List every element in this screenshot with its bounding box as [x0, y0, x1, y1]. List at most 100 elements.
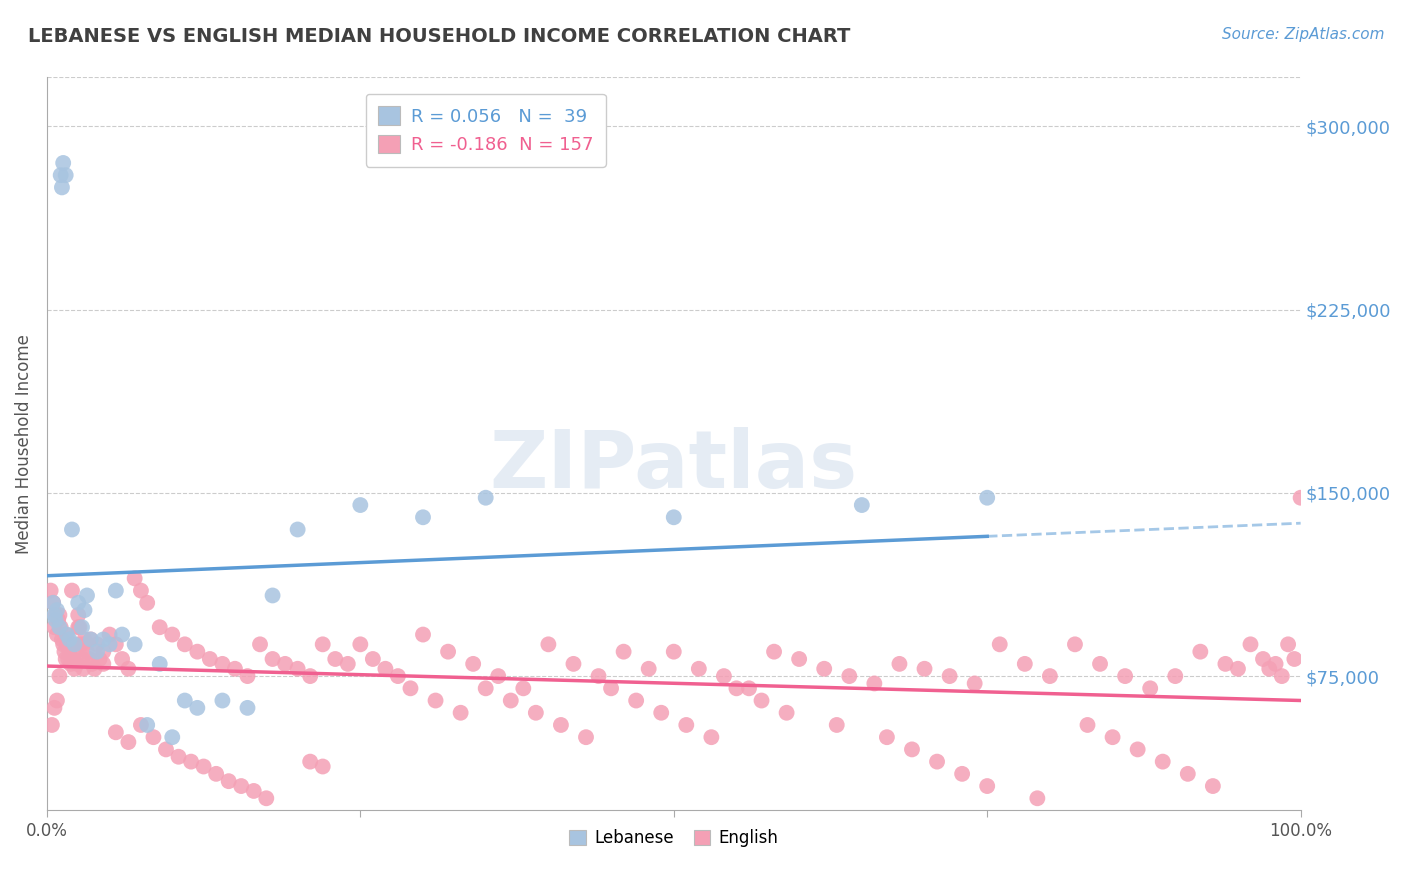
Point: [45, 627, 67, 641]
Point: [637, 662, 659, 676]
Point: [73, 603, 96, 617]
Point: [1202, 779, 1225, 793]
Point: [73, 632, 96, 647]
Point: [79, 652, 101, 666]
Point: [198, 652, 221, 666]
Point: [52, 637, 75, 651]
Point: [1164, 669, 1187, 683]
Text: ZIPatlas: ZIPatlas: [489, 427, 858, 505]
Point: [67, 607, 90, 622]
Legend: Lebanese, English: Lebanese, English: [562, 822, 785, 854]
Point: [262, 589, 284, 603]
Point: [51, 632, 73, 647]
Point: [58, 645, 80, 659]
Point: [58, 652, 80, 666]
Point: [1289, 491, 1312, 505]
Point: [67, 620, 90, 634]
Point: [588, 669, 610, 683]
Point: [312, 637, 335, 651]
Point: [1226, 662, 1249, 676]
Point: [486, 669, 509, 683]
Point: [1039, 669, 1062, 683]
Point: [211, 693, 233, 707]
Point: [86, 645, 108, 659]
Point: [69, 637, 91, 651]
Point: [65, 645, 87, 659]
Point: [688, 662, 710, 676]
Point: [42, 596, 65, 610]
Point: [48, 607, 70, 622]
Point: [59, 657, 82, 671]
Point: [39, 583, 62, 598]
Point: [299, 755, 322, 769]
Text: Source: ZipAtlas.com: Source: ZipAtlas.com: [1222, 27, 1385, 42]
Point: [262, 652, 284, 666]
Point: [236, 701, 259, 715]
Point: [600, 681, 623, 696]
Point: [83, 662, 105, 676]
Point: [1076, 718, 1098, 732]
Point: [180, 755, 202, 769]
Point: [1152, 755, 1174, 769]
Point: [111, 652, 134, 666]
Point: [387, 669, 409, 683]
Point: [299, 669, 322, 683]
Point: [700, 730, 723, 744]
Point: [1277, 637, 1299, 651]
Point: [142, 730, 165, 744]
Point: [1126, 742, 1149, 756]
Point: [249, 637, 271, 651]
Point: [149, 620, 172, 634]
Point: [51, 180, 73, 194]
Point: [173, 693, 195, 707]
Point: [73, 637, 96, 651]
Point: [787, 652, 810, 666]
Point: [44, 620, 66, 634]
Point: [901, 742, 924, 756]
Point: [813, 662, 835, 676]
Point: [662, 510, 685, 524]
Point: [876, 730, 898, 744]
Point: [45, 603, 67, 617]
Point: [104, 583, 127, 598]
Point: [287, 662, 309, 676]
Point: [988, 637, 1011, 651]
Point: [1064, 637, 1087, 651]
Point: [60, 523, 83, 537]
Point: [1026, 791, 1049, 805]
Point: [751, 693, 773, 707]
Point: [738, 681, 761, 696]
Point: [42, 596, 65, 610]
Point: [650, 706, 672, 720]
Point: [1251, 652, 1274, 666]
Point: [129, 718, 152, 732]
Point: [763, 645, 786, 659]
Point: [49, 620, 72, 634]
Point: [1239, 637, 1261, 651]
Point: [914, 662, 936, 676]
Point: [58, 632, 80, 647]
Point: [70, 620, 93, 634]
Point: [336, 657, 359, 671]
Point: [463, 657, 485, 671]
Point: [91, 657, 114, 671]
Point: [950, 767, 973, 781]
Point: [218, 774, 240, 789]
Point: [60, 583, 83, 598]
Point: [211, 657, 233, 671]
Point: [236, 669, 259, 683]
Point: [162, 627, 184, 641]
Point: [624, 693, 647, 707]
Point: [412, 510, 434, 524]
Point: [52, 156, 75, 170]
Point: [613, 645, 636, 659]
Point: [976, 491, 998, 505]
Point: [46, 613, 69, 627]
Point: [186, 645, 208, 659]
Point: [104, 637, 127, 651]
Point: [1014, 657, 1036, 671]
Point: [838, 669, 860, 683]
Point: [173, 637, 195, 651]
Point: [104, 725, 127, 739]
Point: [162, 730, 184, 744]
